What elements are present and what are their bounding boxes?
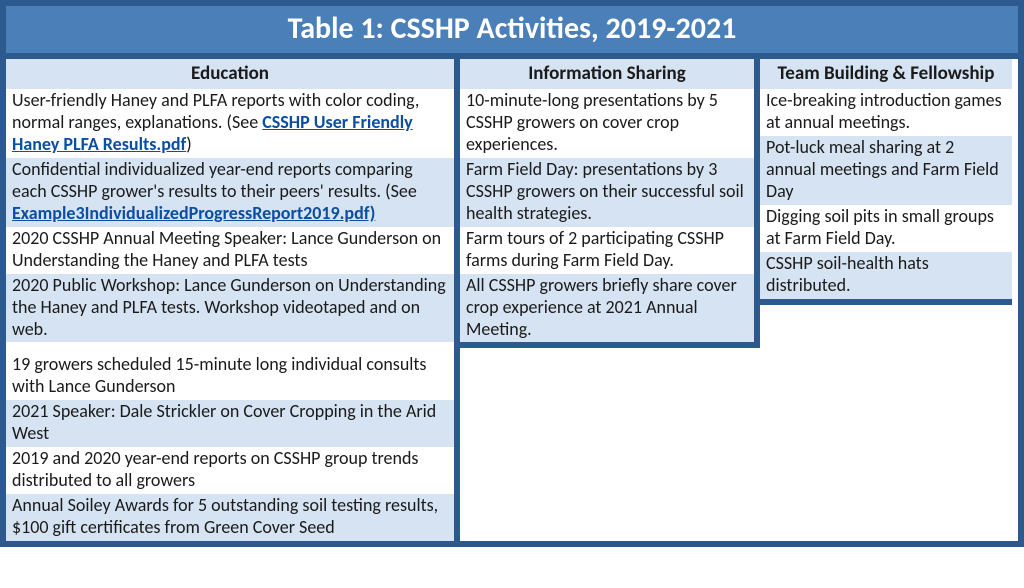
table-row: CSSHP soil-health hats distributed.: [760, 252, 1012, 299]
column-information-sharing: Information Sharing 10-minute-long prese…: [460, 59, 760, 348]
pdf-link[interactable]: Example3IndividualizedProgressReport2019…: [12, 202, 375, 224]
table-row: 2021 Speaker: Dale Strickler on Cover Cr…: [6, 400, 454, 447]
table-row: 2020 Public Workshop: Lance Gunderson on…: [6, 274, 454, 343]
table-row: 2020 CSSHP Annual Meeting Speaker: Lance…: [6, 227, 454, 274]
table-frame: Table 1: CSSHP Activities, 2019-2021 Edu…: [0, 0, 1024, 547]
table-row: All CSSHP growers briefly share cover cr…: [460, 274, 754, 343]
table-row: Annual Soiley Awards for 5 outstanding s…: [6, 494, 454, 541]
table-row: 10-minute-long presentations by 5 CSSHP …: [460, 89, 754, 158]
table-row: 19 growers scheduled 15-minute long indi…: [6, 342, 454, 400]
cell-text: Confidential individualized year-end rep…: [12, 158, 417, 202]
column-inner: Information Sharing 10-minute-long prese…: [460, 59, 754, 348]
column-header-education: Education: [6, 59, 454, 89]
columns-container: Education User-friendly Haney and PLFA r…: [6, 59, 1018, 541]
table-row: Farm Field Day: presentations by 3 CSSHP…: [460, 158, 754, 227]
table-row: Farm tours of 2 participating CSSHP farm…: [460, 227, 754, 274]
column-team-building: Team Building & Fellowship Ice-breaking …: [760, 59, 1012, 305]
table-row: Pot-luck meal sharing at 2 annual meetin…: [760, 136, 1012, 205]
column-education: Education User-friendly Haney and PLFA r…: [6, 59, 460, 541]
table-row: Ice-breaking introduction games at annua…: [760, 89, 1012, 136]
column-header-information-sharing: Information Sharing: [460, 59, 754, 89]
table-row: Confidential individualized year-end rep…: [6, 158, 454, 227]
table-row: 2019 and 2020 year-end reports on CSSHP …: [6, 447, 454, 494]
cell-text: ): [186, 133, 191, 155]
table-title: Table 1: CSSHP Activities, 2019-2021: [6, 6, 1018, 59]
table-row: User-friendly Haney and PLFA reports wit…: [6, 89, 454, 158]
table-row: Digging soil pits in small groups at Far…: [760, 205, 1012, 252]
column-inner: Team Building & Fellowship Ice-breaking …: [760, 59, 1012, 305]
column-header-team-building: Team Building & Fellowship: [760, 59, 1012, 89]
